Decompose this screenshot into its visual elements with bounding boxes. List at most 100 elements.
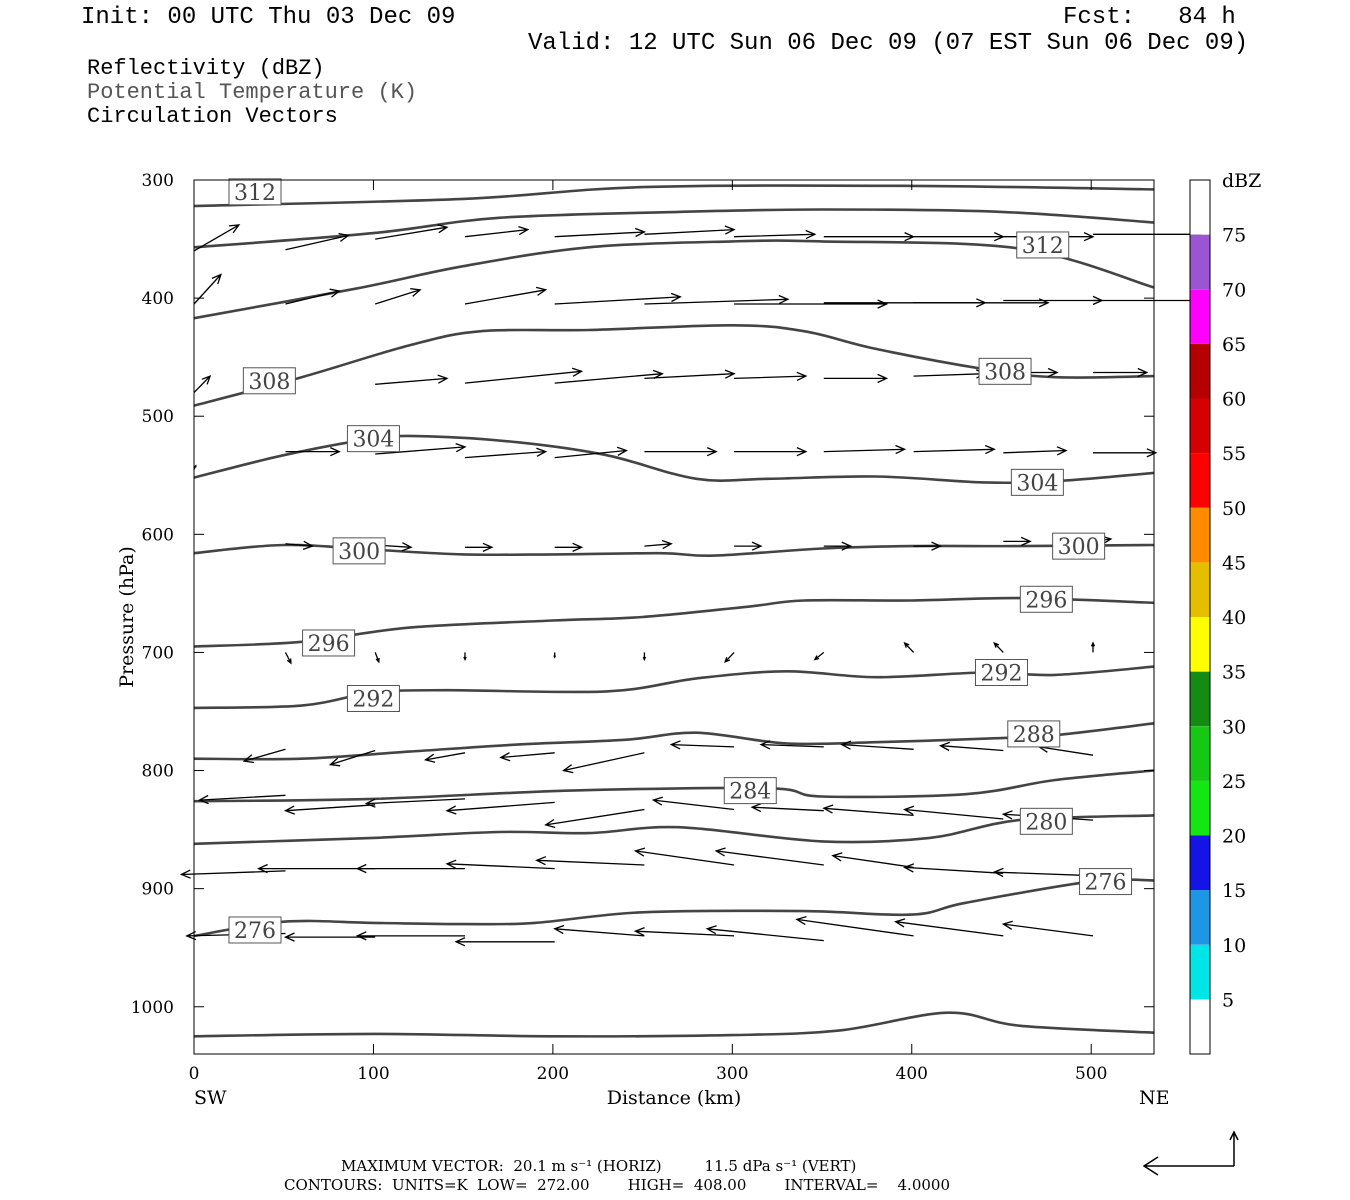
y-tick-label: 500 <box>142 407 174 427</box>
circulation-vector <box>1093 367 1149 378</box>
colorbar-segment <box>1190 180 1210 235</box>
circulation-vector <box>903 641 915 653</box>
valid-time: Valid: 12 UTC Sun 06 Dec 09 (07 EST Sun … <box>528 30 1249 57</box>
circulation-vector <box>669 740 735 750</box>
colorbar-segment <box>1190 289 1210 344</box>
forecast-hour: Fcst: 84 h <box>1063 4 1236 31</box>
contour-label-276: 276 <box>1079 868 1133 896</box>
circulation-vector <box>734 541 763 551</box>
circulation-vector <box>283 804 376 815</box>
colorbar-tick-label: 25 <box>1222 771 1246 793</box>
colorbar-segment <box>1190 944 1210 1000</box>
circulation-vector <box>554 542 584 552</box>
circulation-vector <box>499 752 555 762</box>
circulation-vector <box>822 804 914 817</box>
circulation-vector <box>285 447 341 457</box>
circulation-vector <box>375 288 422 305</box>
theta-contour-280 <box>193 814 1155 846</box>
contour-label-312: 312 <box>1016 231 1070 259</box>
theta-contour-312 <box>193 239 1155 320</box>
y-tick-label: 800 <box>142 762 174 782</box>
contour-label-280: 280 <box>1019 807 1073 835</box>
circulation-vector <box>913 232 1005 242</box>
circulation-vector <box>644 369 736 380</box>
circulation-vector <box>285 288 341 305</box>
reference-vector-icon <box>1142 1130 1239 1176</box>
circulation-vector <box>644 225 736 235</box>
contour-label-text: 308 <box>984 360 1026 385</box>
contour-label-296: 296 <box>302 629 356 657</box>
contour-label-box <box>1079 868 1133 896</box>
x-tick-label: 0 <box>189 1064 200 1084</box>
contour-label-text: 288 <box>1013 723 1055 748</box>
circulation-vector <box>364 798 466 808</box>
colorbar-segment <box>1190 835 1210 891</box>
circulation-vector <box>1003 536 1032 547</box>
circulation-vector <box>553 652 557 659</box>
circulation-vector <box>714 847 824 866</box>
contour-label-text: 304 <box>1016 471 1058 496</box>
circulation-vector <box>1093 448 1158 458</box>
contour-labels: 312 312 308 308 304 304 300 300 296 296 292 292 288 2… <box>228 178 1133 944</box>
contour-label-text: 308 <box>248 370 290 395</box>
circulation-vector <box>445 801 555 815</box>
y-tick-label: 900 <box>142 880 174 900</box>
circulation-vector <box>193 273 222 305</box>
colorbar-segment <box>1190 890 1210 945</box>
circulation-vector <box>938 741 1004 752</box>
colorbar-tick-label: 70 <box>1222 279 1246 301</box>
theta-contour-284 <box>193 769 1155 803</box>
circulation-vector <box>285 540 314 551</box>
x-axis-right-end-label: NE <box>1139 1087 1170 1109</box>
colorbar-tick-label: 55 <box>1222 443 1246 465</box>
theta-contour-288 <box>193 722 1155 761</box>
circulation-vector <box>734 447 808 457</box>
contour-label-box <box>978 357 1032 385</box>
colorbar-tick-label: 65 <box>1222 334 1246 356</box>
contour-label-box <box>1016 231 1070 259</box>
circulation-vector <box>554 369 664 384</box>
circulation-vector <box>242 748 286 764</box>
contour-label-308: 308 <box>242 367 296 395</box>
colorbar-unit: dBZ <box>1222 170 1261 192</box>
plot-frame <box>193 179 1155 1055</box>
colorbar-frame <box>1189 179 1211 1055</box>
contour-label-288: 288 <box>1007 720 1061 748</box>
colorbar-segment <box>1190 671 1210 727</box>
contour-label-312: 312 <box>228 178 282 206</box>
circulation-vector <box>562 752 645 774</box>
circulation-vector <box>554 227 646 238</box>
x-tick-label: 100 <box>357 1064 389 1084</box>
circulation-vector <box>734 371 808 381</box>
axes: 300 400 500 600 700 800 900 1000 0 100 200 300 400 50… <box>131 171 1154 1084</box>
theta-contour-276 <box>193 878 1155 938</box>
circulation-vector <box>197 794 286 805</box>
colorbar-segment <box>1190 453 1210 508</box>
circulation-vector <box>734 229 817 240</box>
x-tick-label: 400 <box>896 1064 928 1084</box>
circulation-vector <box>795 915 914 937</box>
maximum-vector-note: MAXIMUM VECTOR: 20.1 m s⁻¹ (HORIZ) 11.5 … <box>341 1157 857 1175</box>
circulation-vector <box>554 446 628 459</box>
circulation-vector <box>465 542 494 552</box>
colorbar-tick-label: 10 <box>1222 935 1246 957</box>
circulation-vector <box>992 867 1094 878</box>
circulation-vector <box>913 541 943 551</box>
contour-label-box <box>723 777 777 805</box>
circulation-vector <box>913 369 987 379</box>
contour-label-text: 276 <box>1085 871 1127 896</box>
circulation-vectors <box>179 224 1203 947</box>
init-time: Init: 00 UTC Thu 03 Dec 09 <box>81 4 456 31</box>
contour-label-box <box>1019 585 1073 613</box>
contour-label-text: 292 <box>980 662 1022 687</box>
colorbar-tick-label: 50 <box>1222 498 1246 520</box>
circulation-vector <box>1001 920 1094 937</box>
colorbar-segment <box>1190 507 1210 563</box>
circulation-vector <box>750 802 824 813</box>
circulation-vector <box>734 299 889 309</box>
x-axis-label: Distance (km) <box>607 1087 742 1109</box>
contour-label-text: 300 <box>1058 535 1100 560</box>
colorbar-tick-label: 75 <box>1222 225 1246 247</box>
theta-contours <box>193 184 1155 1038</box>
contour-label-box <box>1007 720 1061 748</box>
